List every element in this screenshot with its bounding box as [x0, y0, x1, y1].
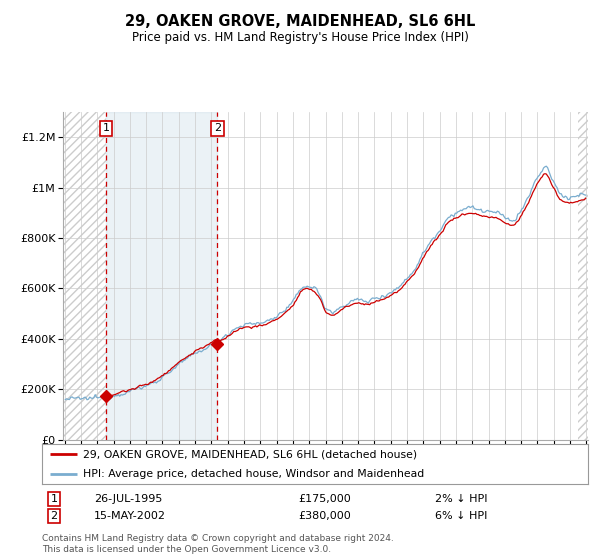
Bar — [578, 112, 595, 440]
Text: 29, OAKEN GROVE, MAIDENHEAD, SL6 6HL (detached house): 29, OAKEN GROVE, MAIDENHEAD, SL6 6HL (de… — [83, 449, 417, 459]
Bar — [56, 112, 106, 440]
Text: 6% ↓ HPI: 6% ↓ HPI — [435, 511, 487, 521]
Text: 2: 2 — [214, 123, 221, 133]
Text: 15-MAY-2002: 15-MAY-2002 — [94, 511, 166, 521]
Bar — [578, 112, 595, 440]
Text: 29, OAKEN GROVE, MAIDENHEAD, SL6 6HL: 29, OAKEN GROVE, MAIDENHEAD, SL6 6HL — [125, 14, 475, 29]
Text: HPI: Average price, detached house, Windsor and Maidenhead: HPI: Average price, detached house, Wind… — [83, 469, 424, 479]
Text: 1: 1 — [103, 123, 110, 133]
Text: 2% ↓ HPI: 2% ↓ HPI — [435, 494, 488, 504]
Text: Price paid vs. HM Land Registry's House Price Index (HPI): Price paid vs. HM Land Registry's House … — [131, 31, 469, 44]
Text: 2: 2 — [50, 511, 58, 521]
Bar — [56, 112, 106, 440]
Text: Contains HM Land Registry data © Crown copyright and database right 2024.
This d: Contains HM Land Registry data © Crown c… — [42, 534, 394, 554]
Bar — [106, 112, 217, 440]
Text: £175,000: £175,000 — [299, 494, 352, 504]
Text: £380,000: £380,000 — [299, 511, 352, 521]
Text: 26-JUL-1995: 26-JUL-1995 — [94, 494, 162, 504]
Text: 1: 1 — [50, 494, 58, 504]
